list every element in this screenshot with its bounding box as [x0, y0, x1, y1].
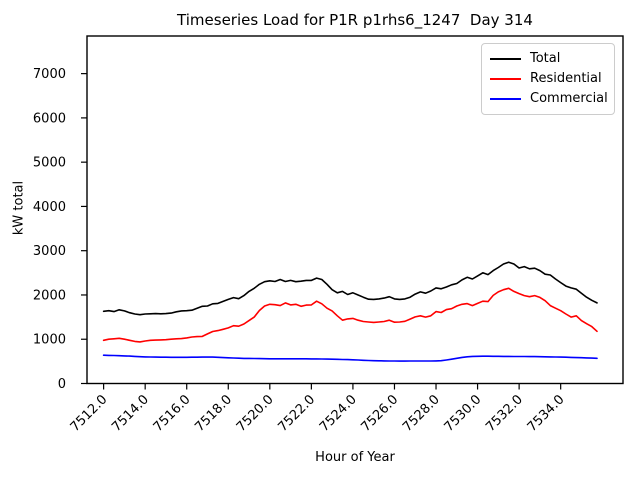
y-tick-label: 4000 — [33, 200, 66, 215]
legend-line-sample — [490, 78, 521, 80]
y-tick-label: 2000 — [33, 288, 66, 303]
x-tick-label: 7516.0 — [151, 392, 194, 435]
x-tick-label: 7530.0 — [442, 392, 485, 435]
x-axis-label: Hour of Year — [315, 450, 395, 465]
x-tick-label: 7522.0 — [275, 392, 318, 435]
series-line-total — [102, 261, 598, 316]
series-lines — [102, 261, 598, 362]
x-tick-label: 7512.0 — [68, 392, 111, 435]
y-axis-label: kW total — [11, 180, 27, 236]
legend-label: Residential — [530, 71, 602, 86]
y-tick-label: 1000 — [33, 333, 66, 348]
axes-spines — [86, 35, 624, 385]
legend-line-sample — [490, 58, 521, 60]
y-tick-label: 5000 — [33, 156, 66, 171]
legend-item-residential: Residential — [490, 69, 614, 89]
legend: Total Residential Commercial — [481, 43, 615, 115]
series-line-residential — [102, 287, 598, 343]
series-line-commercial — [102, 354, 598, 362]
plot-border — [86, 35, 624, 385]
legend-item-commercial: Commercial — [490, 89, 614, 109]
x-tick-label: 7520.0 — [234, 392, 277, 435]
x-tick-label: 7528.0 — [400, 392, 443, 435]
y-tick-label: 6000 — [33, 111, 66, 126]
axis-tick-labels: 7512.07514.07516.07518.07520.07522.07524… — [33, 67, 568, 435]
y-tick-label: 0 — [58, 377, 66, 392]
x-tick-label: 7514.0 — [109, 392, 152, 435]
legend-label: Total — [530, 51, 561, 66]
x-tick-label: 7518.0 — [192, 392, 235, 435]
legend-item-total: Total — [490, 49, 614, 69]
x-tick-label: 7534.0 — [525, 392, 568, 435]
y-tick-label: 7000 — [33, 67, 66, 82]
x-tick-label: 7532.0 — [483, 392, 526, 435]
legend-line-sample — [490, 98, 521, 100]
axis-ticks — [81, 73, 562, 390]
y-tick-label: 3000 — [33, 244, 66, 259]
x-tick-label: 7526.0 — [359, 392, 402, 435]
x-tick-label: 7524.0 — [317, 392, 360, 435]
chart-title: Timeseries Load for P1R p1rhs6_1247 Day … — [177, 11, 533, 29]
legend-label: Commercial — [530, 91, 608, 106]
